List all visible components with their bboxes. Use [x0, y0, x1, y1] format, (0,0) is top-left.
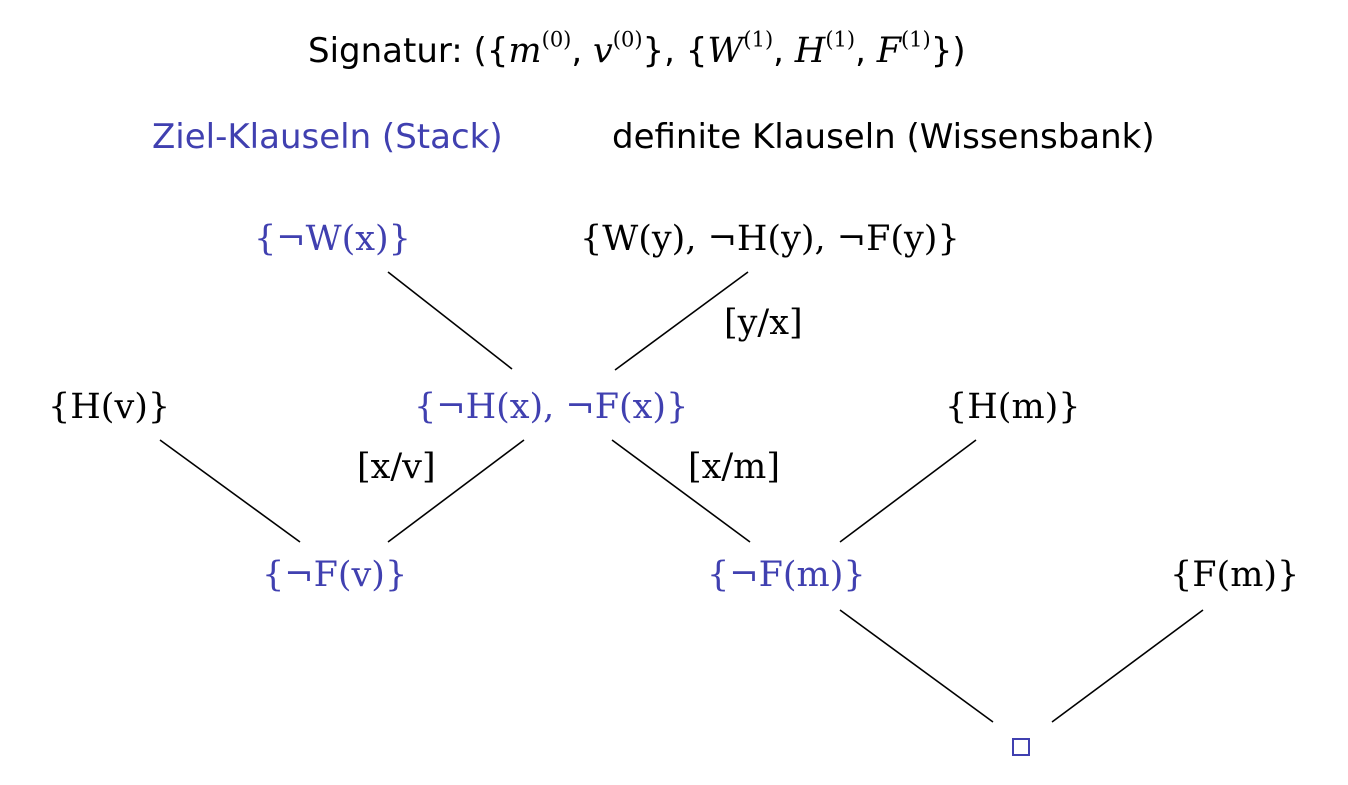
signature-v-arity: (0)	[612, 27, 643, 51]
signature: Signatur: ({m(0), v(0)}, {W(1), H(1), F(…	[308, 29, 966, 69]
edge-kb-fm-to-empty	[1051, 609, 1204, 723]
substitution-y-x: [y/x]	[724, 303, 803, 343]
signature-W-arity: (1)	[743, 27, 774, 51]
signature-mid: }, {	[642, 30, 708, 71]
node-kb-f-m: {F(m)}	[1170, 555, 1300, 595]
substitution-x-m: [x/m]	[688, 447, 781, 487]
edge-goal-hf-to-goal-fv	[387, 439, 525, 543]
signature-m: m	[508, 30, 542, 71]
substitution-x-v: [x/v]	[357, 447, 436, 487]
node-kb-h-v: {H(v)}	[48, 387, 171, 427]
signature-W: W	[707, 30, 744, 71]
signature-sep2: ,	[773, 30, 795, 71]
node-goal-not-h-not-f: {¬H(x), ¬F(x)}	[414, 387, 689, 427]
node-kb-w-rule: {W(y), ¬H(y), ¬F(y)}	[580, 219, 960, 259]
node-kb-h-m: {H(m)}	[945, 387, 1081, 427]
node-goal-not-w: {¬W(x)}	[254, 219, 411, 259]
legend-definite-clauses: definite Klauseln (Wissensbank)	[612, 117, 1155, 157]
edge-goal-fm-to-empty	[839, 609, 994, 723]
edge-goal-w-to-goal-hf	[387, 271, 513, 370]
signature-sep3: ,	[855, 30, 877, 71]
node-goal-not-f-v: {¬F(v)}	[262, 555, 408, 595]
node-goal-not-f-m: {¬F(m)}	[707, 555, 866, 595]
empty-clause-box	[1012, 738, 1030, 756]
signature-H-arity: (1)	[825, 27, 856, 51]
edge-kb-hv-to-goal-fv	[159, 439, 301, 543]
signature-m-arity: (0)	[541, 27, 572, 51]
legend-goal-clauses: Ziel-Klauseln (Stack)	[152, 117, 503, 157]
signature-v: v	[593, 30, 613, 71]
signature-F-arity: (1)	[900, 27, 931, 51]
signature-prefix: Signatur: ({	[308, 30, 509, 71]
signature-sep1: ,	[571, 30, 593, 71]
edge-goal-hf-to-goal-fm	[611, 439, 751, 543]
signature-F: F	[876, 30, 901, 71]
signature-H: H	[794, 30, 826, 71]
signature-suffix: })	[930, 30, 966, 71]
edge-kb-w-to-goal-hf	[614, 271, 749, 371]
edge-kb-hm-to-goal-fm	[839, 439, 977, 543]
